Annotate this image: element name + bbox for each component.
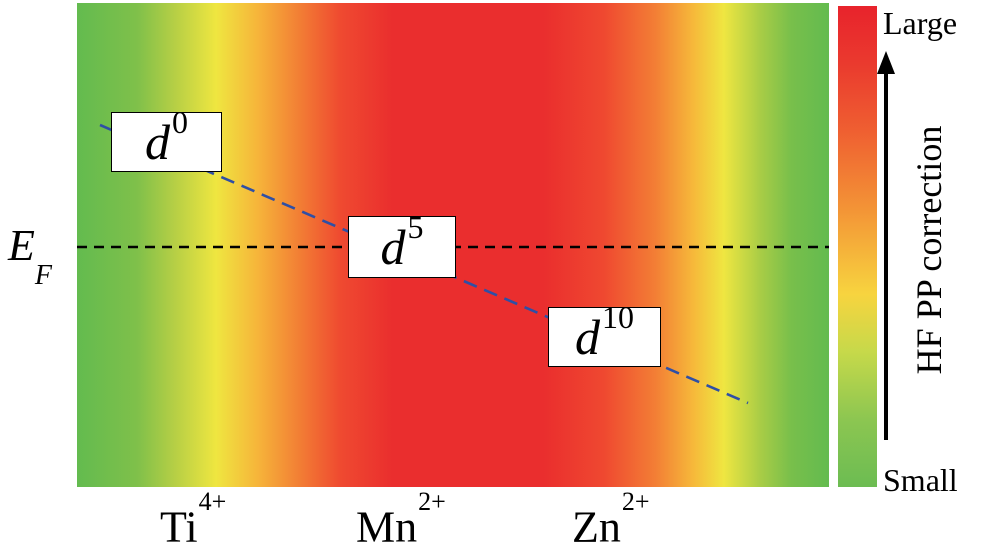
d10-label-box: d 10	[548, 301, 661, 367]
fermi-level-label: EF	[8, 221, 52, 291]
ion-label-zn: Zn2+	[572, 487, 650, 552]
ion-label-ti: Ti4+	[160, 487, 227, 552]
ion-label-mn: Mn2+	[356, 487, 446, 552]
colorbar-axis-label: HF PP correction	[909, 125, 949, 375]
colorbar-arrow-head	[877, 51, 895, 74]
colorbar	[838, 6, 877, 487]
colorbar-bottom-label: Small	[883, 462, 958, 498]
colorbar-top-label: Large	[883, 5, 958, 41]
